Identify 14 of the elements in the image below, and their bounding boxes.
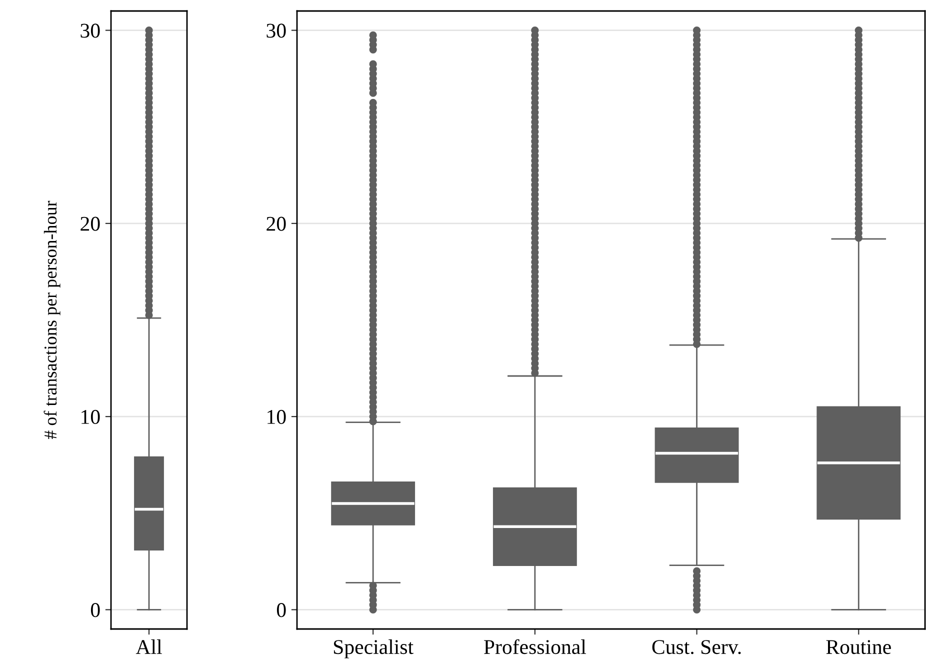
x-tick-label: Routine xyxy=(826,640,891,654)
y-tick-label: 0 xyxy=(276,603,286,618)
y-axis-title: # of transactions per person-hour xyxy=(44,200,60,440)
x-tick-label: Cust. Serv. xyxy=(652,640,741,654)
x-tick-label: All xyxy=(136,639,162,654)
y-tick-label: 30 xyxy=(80,24,100,38)
y-tick-label: 10 xyxy=(82,410,100,424)
y-tick-label: 0 xyxy=(90,603,100,618)
y-tick-label: 20 xyxy=(266,216,286,231)
y-tick-label: 30 xyxy=(266,24,286,38)
x-tick-label: Specialist xyxy=(334,639,414,658)
y-tick-label: 20 xyxy=(80,216,100,231)
x-tick-label: Professional xyxy=(484,639,586,654)
y-tick-label: 10 xyxy=(268,410,286,424)
